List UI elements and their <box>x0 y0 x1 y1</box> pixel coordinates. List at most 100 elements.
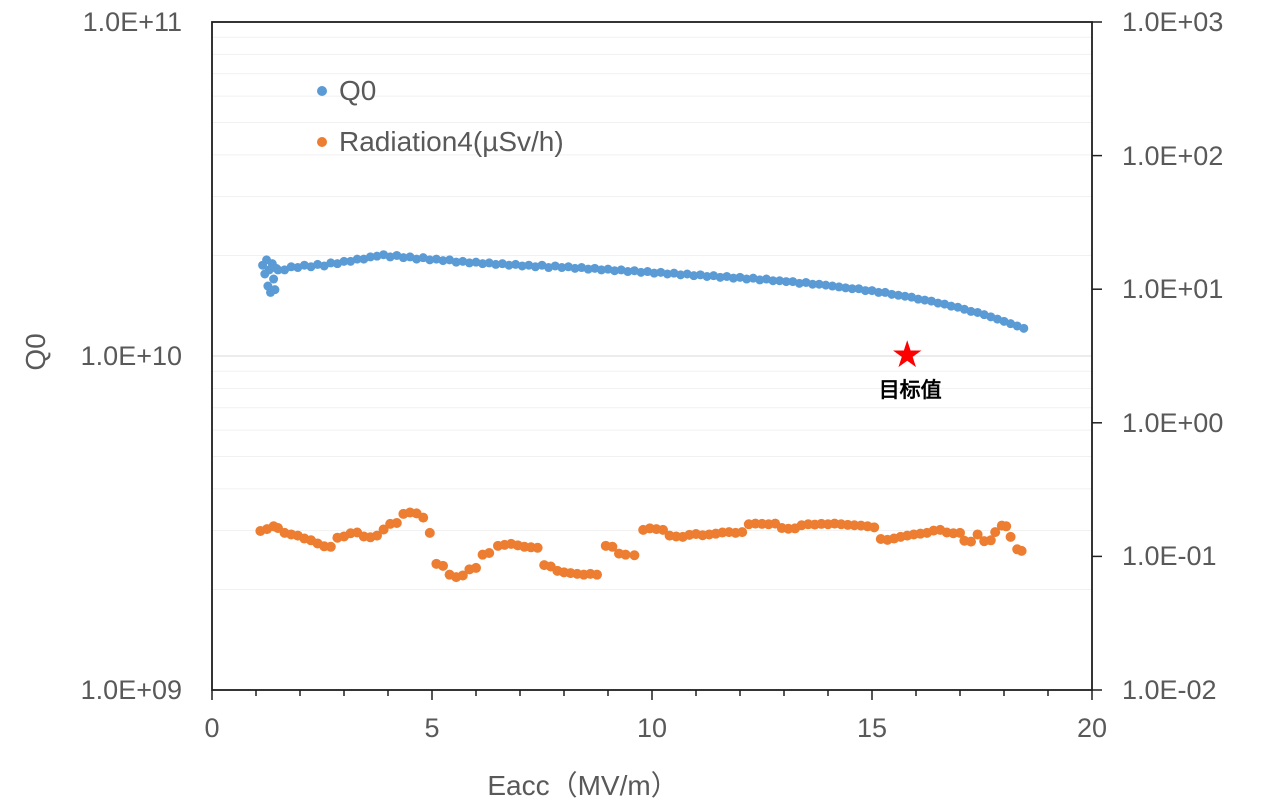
data-point-radiation4 <box>325 541 336 552</box>
legend-label-q0: Q0 <box>339 75 377 106</box>
data-point-q0 <box>517 261 527 271</box>
data-point-q0 <box>827 281 837 291</box>
legend-item-radiation4: Radiation4(µSv/h) <box>317 123 564 161</box>
data-point-q0 <box>557 263 567 273</box>
q0-series-marker-icon <box>317 86 327 96</box>
data-point-q0 <box>676 270 686 280</box>
data-point-radiation4 <box>532 542 543 553</box>
data-point-q0 <box>808 279 818 289</box>
data-point-radiation4 <box>372 530 382 541</box>
data-point-radiation4 <box>990 527 1001 538</box>
data-point-q0 <box>596 265 606 275</box>
data-point-q0 <box>398 253 408 263</box>
data-point-q0 <box>636 267 646 277</box>
data-point-q0 <box>814 279 824 289</box>
x-axis-tick-label: 10 <box>636 713 668 743</box>
data-point-q0 <box>775 276 785 286</box>
data-point-q0 <box>847 284 857 294</box>
data-point-q0 <box>893 290 903 300</box>
legend-item-q0: Q0 <box>317 72 564 110</box>
data-point-q0 <box>1019 323 1029 333</box>
data-point-q0 <box>728 273 738 283</box>
y-axis-title-left: Q0 <box>20 333 51 371</box>
y-right-tick-label: 1.0E-02 <box>1122 675 1217 705</box>
y-left-tick-label: 1.0E+10 <box>80 341 182 371</box>
data-point-q0 <box>900 291 910 301</box>
data-point-q0 <box>623 267 633 277</box>
data-point-radiation4 <box>592 569 602 580</box>
y-right-tick-label: 1.0E+01 <box>1122 274 1224 305</box>
data-point-radiation4 <box>985 535 996 546</box>
data-point-q0 <box>270 285 280 295</box>
data-point-q0 <box>794 278 804 288</box>
data-point-radiation4 <box>457 570 468 581</box>
x-axis-tick-label: 15 <box>856 713 888 743</box>
y-right-tick-label: 1.0E+02 <box>1122 140 1224 171</box>
data-point-radiation4 <box>471 562 481 573</box>
data-point-q0 <box>570 263 580 273</box>
data-point-q0 <box>781 277 791 287</box>
x-axis-title: Eacc（MV/m） <box>487 770 679 801</box>
data-point-radiation4 <box>391 517 402 528</box>
data-point-q0 <box>464 258 474 268</box>
data-point-q0 <box>715 272 725 282</box>
data-point-q0 <box>339 256 349 266</box>
data-point-q0 <box>920 295 930 305</box>
data-point-q0 <box>352 254 362 264</box>
data-point-q0 <box>286 262 296 272</box>
data-point-q0 <box>946 301 956 311</box>
data-point-q0 <box>583 264 593 274</box>
data-point-q0 <box>689 271 699 281</box>
data-point-radiation4 <box>607 541 618 552</box>
data-point-radiation4 <box>438 560 448 571</box>
data-point-q0 <box>834 282 844 292</box>
data-point-q0 <box>491 259 501 269</box>
y-right-tick-label: 1.0E+03 <box>1122 7 1224 37</box>
data-point-radiation4 <box>1001 521 1012 532</box>
y-left-tick-label: 1.0E+11 <box>82 7 182 37</box>
data-point-q0 <box>649 268 659 278</box>
data-point-radiation4 <box>484 548 495 559</box>
data-point-radiation4 <box>629 550 640 561</box>
data-point-radiation4 <box>972 529 983 540</box>
legend-label-radiation4: Radiation4(µSv/h) <box>339 126 564 157</box>
data-point-q0 <box>755 275 765 285</box>
data-point-q0 <box>451 257 461 267</box>
data-point-q0 <box>933 298 943 308</box>
data-point-q0 <box>860 286 870 296</box>
target-value-label: 目标值 <box>878 379 942 402</box>
data-point-q0 <box>742 274 752 284</box>
data-point-q0 <box>610 266 620 276</box>
legend: Q0 Radiation4(µSv/h) <box>317 72 564 174</box>
data-point-q0 <box>504 260 514 270</box>
data-point-q0 <box>438 256 448 266</box>
data-point-q0 <box>841 283 851 293</box>
data-point-q0 <box>662 269 672 279</box>
target-star-icon: ★ <box>890 334 924 376</box>
data-point-q0 <box>326 258 336 268</box>
data-point-q0 <box>887 289 897 299</box>
y-left-tick-label: 1.0E+09 <box>80 675 182 705</box>
data-point-radiation4 <box>418 512 429 523</box>
x-axis-tick-label: 0 <box>204 713 220 743</box>
y-right-tick-label: 1.0E+00 <box>1122 407 1224 438</box>
data-point-radiation4 <box>966 536 976 547</box>
data-point-radiation4 <box>1005 531 1016 542</box>
data-point-radiation4 <box>620 549 631 560</box>
data-point-radiation4 <box>737 527 748 538</box>
data-point-q0 <box>874 287 884 297</box>
data-point-q0 <box>425 255 435 265</box>
data-point-radiation4 <box>658 524 668 535</box>
data-point-radiation4 <box>378 524 389 535</box>
data-point-q0 <box>365 252 375 262</box>
data-point-radiation4 <box>1016 545 1027 556</box>
data-point-radiation4 <box>955 527 965 538</box>
x-axis-tick-label: 20 <box>1076 713 1108 743</box>
data-point-q0 <box>913 294 923 304</box>
data-point-q0 <box>478 259 488 269</box>
data-point-q0 <box>821 280 831 290</box>
data-point-q0 <box>273 265 283 275</box>
data-point-radiation4 <box>869 522 880 533</box>
